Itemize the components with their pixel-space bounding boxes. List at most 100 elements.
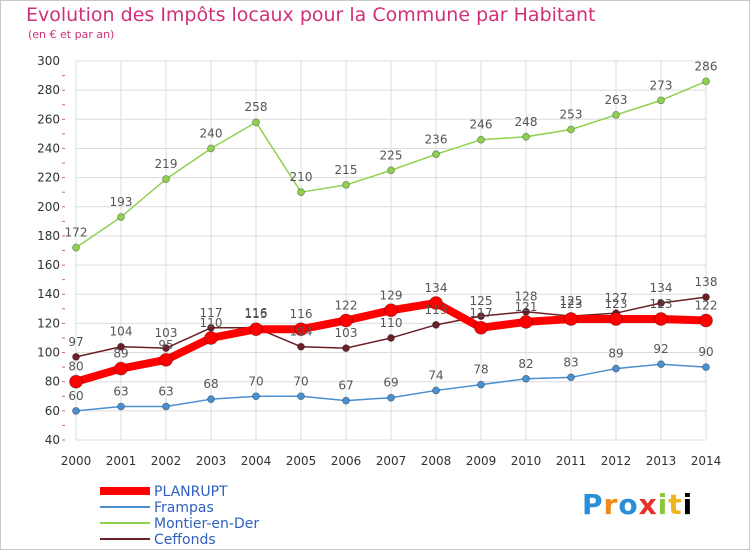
logo-letter: r xyxy=(603,488,619,521)
data-point xyxy=(297,188,305,197)
data-label: 123 xyxy=(560,297,583,311)
data-label: 134 xyxy=(650,281,673,295)
data-point xyxy=(702,363,710,372)
data-label: 210 xyxy=(290,170,313,184)
data-label: 172 xyxy=(65,226,88,240)
legend-label: Ceffonds xyxy=(154,532,216,548)
data-label: 123 xyxy=(650,297,673,311)
logo-letter: o xyxy=(618,488,639,521)
logo-letter: i xyxy=(682,488,694,521)
data-point xyxy=(252,392,260,401)
y-tick-label: 280 xyxy=(37,83,60,97)
data-label: 83 xyxy=(563,355,578,369)
data-point xyxy=(162,344,170,353)
data-labels: 172 193 219 240 258 210 215 225 236 246 248 253 263 2… xyxy=(65,59,718,402)
data-label: 116 xyxy=(290,307,313,321)
data-label: 95 xyxy=(158,338,173,352)
data-point xyxy=(702,77,710,86)
data-point xyxy=(207,395,215,404)
data-point xyxy=(114,361,128,376)
y-tick-label: 140 xyxy=(37,287,60,301)
data-point xyxy=(657,360,665,369)
x-tick-label: 2004 xyxy=(241,454,272,468)
data-label: 63 xyxy=(158,384,173,398)
legend-label: Frampas xyxy=(154,500,214,516)
data-point xyxy=(297,342,305,351)
data-point xyxy=(117,213,125,221)
data-label: 110 xyxy=(380,316,403,330)
data-label: 236 xyxy=(425,132,448,146)
x-tick-label: 2013 xyxy=(646,454,677,468)
data-point xyxy=(69,374,83,389)
data-point xyxy=(339,313,353,328)
data-label: 115 xyxy=(245,307,268,321)
x-tick-label: 2009 xyxy=(466,454,497,468)
data-point xyxy=(387,334,395,342)
y-tick-label: 60 xyxy=(45,404,60,418)
x-tick-label: 2006 xyxy=(331,454,362,468)
data-point xyxy=(72,406,80,415)
data-point xyxy=(207,144,215,153)
data-label: 69 xyxy=(383,376,398,390)
logo-letter: x xyxy=(638,488,658,521)
chart-title: Evolution des Impôts locaux pour la Comm… xyxy=(26,4,596,26)
data-label: 127 xyxy=(605,291,628,305)
data-label: 121 xyxy=(515,300,538,314)
axes: 40 60 80 100 120 140 160 180 200 220 240 260 280 300 2… xyxy=(37,54,721,468)
data-label: 128 xyxy=(515,290,538,304)
proxiti-logo: Proxiti xyxy=(582,488,693,521)
data-label: 225 xyxy=(380,148,403,162)
y-tick-label: 120 xyxy=(37,316,60,330)
data-point xyxy=(477,312,485,320)
data-label: 104 xyxy=(110,325,133,339)
y-tick-label: 180 xyxy=(37,229,60,243)
data-point xyxy=(432,386,440,395)
legend-label: Montier-en-Der xyxy=(154,516,259,532)
data-point xyxy=(207,323,215,332)
data-point xyxy=(567,373,575,382)
data-point xyxy=(252,118,260,127)
data-point xyxy=(657,96,665,105)
y-tick-label: 40 xyxy=(45,433,60,447)
data-point xyxy=(699,313,713,328)
data-point xyxy=(204,331,218,345)
data-point xyxy=(609,312,623,326)
data-point xyxy=(384,303,398,318)
x-tick-label: 2003 xyxy=(196,454,227,468)
data-point xyxy=(522,132,530,141)
data-label: 103 xyxy=(155,326,178,340)
data-label: 219 xyxy=(155,157,178,171)
data-label: 273 xyxy=(650,78,673,92)
data-point xyxy=(477,135,485,144)
x-tick-label: 2012 xyxy=(601,454,632,468)
data-label: 125 xyxy=(470,294,493,308)
x-tick-label: 2001 xyxy=(106,454,137,468)
data-label: 97 xyxy=(68,335,83,349)
data-label: 129 xyxy=(380,288,403,302)
chart-subtitle: (en € et par an) xyxy=(28,28,115,41)
data-label: 215 xyxy=(335,163,358,177)
x-tick-label: 2014 xyxy=(691,454,722,468)
data-label: 70 xyxy=(293,374,308,388)
data-point xyxy=(342,181,350,189)
data-label: 253 xyxy=(560,108,583,122)
data-label: 134 xyxy=(425,281,448,295)
data-point xyxy=(477,380,485,389)
data-label: 63 xyxy=(113,384,128,398)
data-point xyxy=(522,374,530,383)
data-point xyxy=(162,175,170,183)
data-label: 122 xyxy=(335,298,358,312)
data-label: 193 xyxy=(110,195,133,209)
y-tick-label: 80 xyxy=(45,375,60,389)
data-point xyxy=(162,402,170,411)
data-label: 90 xyxy=(698,345,713,359)
y-tick-label: 300 xyxy=(37,54,60,68)
data-label: 89 xyxy=(113,347,128,361)
data-point xyxy=(657,299,665,307)
x-tick-label: 2007 xyxy=(376,454,407,468)
data-point xyxy=(519,315,533,329)
data-label: 117 xyxy=(200,306,223,320)
data-point xyxy=(612,111,620,119)
